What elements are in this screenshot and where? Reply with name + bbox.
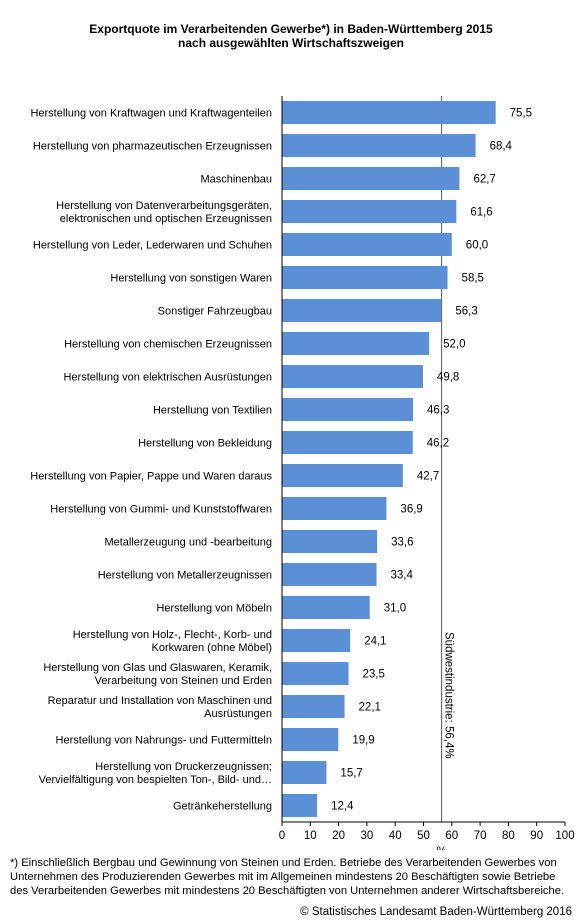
category-label: Korkwaren (ohne Möbel) [152, 642, 272, 654]
bar [282, 299, 442, 322]
x-tick-label: 80 [502, 830, 515, 842]
bar [282, 332, 430, 355]
category-label: Maschinenbau [200, 174, 272, 186]
bar [282, 497, 387, 520]
bar [282, 563, 377, 586]
chart-title-line1: Exportquote im Verarbeitenden Gewerbe*) … [89, 22, 493, 36]
bar-value-label: 22,1 [359, 702, 381, 714]
bar-value-label: 36,9 [400, 504, 422, 516]
bar-value-label: 68,4 [490, 141, 513, 153]
category-label: Ausrüstungen [204, 708, 272, 720]
category-label: Herstellung von Möbeln [156, 603, 272, 615]
category-label: Herstellung von Holz-, Flecht-, Korb- un… [73, 629, 272, 641]
x-axis-label: % [436, 846, 446, 850]
bar [282, 761, 327, 784]
chart-title-line2: nach ausgewählten Wirtschaftszweigen [178, 36, 404, 50]
bar [282, 233, 452, 256]
category-label: Herstellung von Textilien [153, 405, 272, 417]
bar-value-label: 12,4 [331, 801, 354, 813]
x-tick-label: 60 [445, 830, 458, 842]
category-label: Herstellung von pharmazeutischen Erzeugn… [33, 141, 272, 153]
category-label: Herstellung von Datenverarbeitungsgeräte… [56, 200, 272, 212]
category-label: Herstellung von Papier, Pappe und Waren … [30, 471, 272, 483]
bar-value-label: 62,7 [473, 174, 495, 186]
bar-value-label: 75,5 [510, 108, 532, 120]
bar-value-label: 15,7 [340, 768, 362, 780]
category-label: Sonstiger Fahrzeugbau [158, 306, 272, 318]
bar [282, 167, 460, 190]
category-label: Verarbeitung von Steinen und Erden [95, 675, 272, 687]
copyright: © Statistisches Landesamt Baden-Württemb… [300, 906, 572, 918]
category-label: Metallerzeugung und -bearbeitung [104, 537, 272, 549]
bar [282, 101, 496, 124]
bar [282, 596, 370, 619]
bar [282, 629, 351, 652]
bar-value-label: 19,9 [352, 735, 374, 747]
category-label: Reparatur und Installation von Maschinen… [48, 695, 272, 707]
category-label: Herstellung von Gummi- und Kunststoffwar… [50, 504, 272, 516]
category-label: Getränkeherstellung [173, 801, 272, 813]
bar-value-label: 46,2 [427, 438, 449, 450]
bar [282, 134, 476, 157]
bar-value-label: 56,3 [455, 306, 477, 318]
category-label: Herstellung von Glas und Glaswaren, Kera… [43, 662, 272, 674]
category-label: Herstellung von Metallerzeugnissen [98, 570, 272, 582]
bar [282, 365, 423, 388]
bar [282, 266, 448, 289]
bar [282, 695, 345, 718]
category-label: Herstellung von chemischen Erzeugnissen [64, 339, 272, 351]
bar-value-label: 58,5 [462, 273, 484, 285]
chart-title: Exportquote im Verarbeitenden Gewerbe*) … [0, 22, 582, 50]
bar [282, 464, 403, 487]
bar-value-label: 24,1 [364, 636, 386, 648]
bar-value-label: 33,6 [391, 537, 413, 549]
x-tick-label: 10 [304, 830, 317, 842]
bar-value-label: 60,0 [466, 240, 488, 252]
bar-value-label: 31,0 [384, 603, 406, 615]
bar [282, 530, 378, 553]
category-label: Herstellung von elektrischen Ausrüstunge… [63, 372, 272, 384]
bar-value-label: 61,6 [470, 207, 492, 219]
x-tick-label: 40 [389, 830, 402, 842]
bar-value-label: 49,8 [437, 372, 459, 384]
x-tick-label: 30 [361, 830, 374, 842]
x-tick-label: 50 [417, 830, 430, 842]
category-label: Herstellung von Bekleidung [138, 438, 272, 450]
bar [282, 728, 339, 751]
category-label: Herstellung von Kraftwagen und Kraftwage… [30, 108, 272, 120]
bar-value-label: 42,7 [417, 471, 439, 483]
category-label: Herstellung von Druckerzeugnissen; [95, 761, 272, 773]
bar [282, 398, 414, 421]
bar-value-label: 33,4 [391, 570, 414, 582]
x-tick-label: 0 [279, 830, 285, 842]
x-tick-label: 20 [332, 830, 345, 842]
category-label: Herstellung von Leder, Lederwaren und Sc… [33, 240, 272, 252]
bar [282, 662, 349, 685]
x-tick-label: 90 [530, 830, 543, 842]
bar [282, 431, 413, 454]
bar-value-label: 23,5 [363, 669, 385, 681]
bar-value-label: 46,3 [427, 405, 449, 417]
bar [282, 200, 457, 223]
bar [282, 794, 318, 817]
x-tick-label: 70 [474, 830, 487, 842]
bar-chart: 75,5 Herstellung von Kraftwagen und Kraft… [30, 96, 575, 850]
category-label: Herstellung von Nahrungs- und Futtermitt… [56, 735, 272, 747]
category-label: elektronischen und optischen Erzeugnisse… [60, 213, 272, 225]
footnote: *) Einschließlich Bergbau und Gewinnung … [10, 857, 565, 897]
bar-value-label: 52,0 [443, 339, 465, 351]
category-label: Herstellung von sonstigen Waren [110, 273, 272, 285]
category-label: Vervielfältigung von bespielten Ton-, Bi… [39, 774, 272, 786]
reference-line-label: Südwestindustrie: 56,4% [443, 632, 455, 759]
x-tick-label: 100 [555, 830, 574, 842]
